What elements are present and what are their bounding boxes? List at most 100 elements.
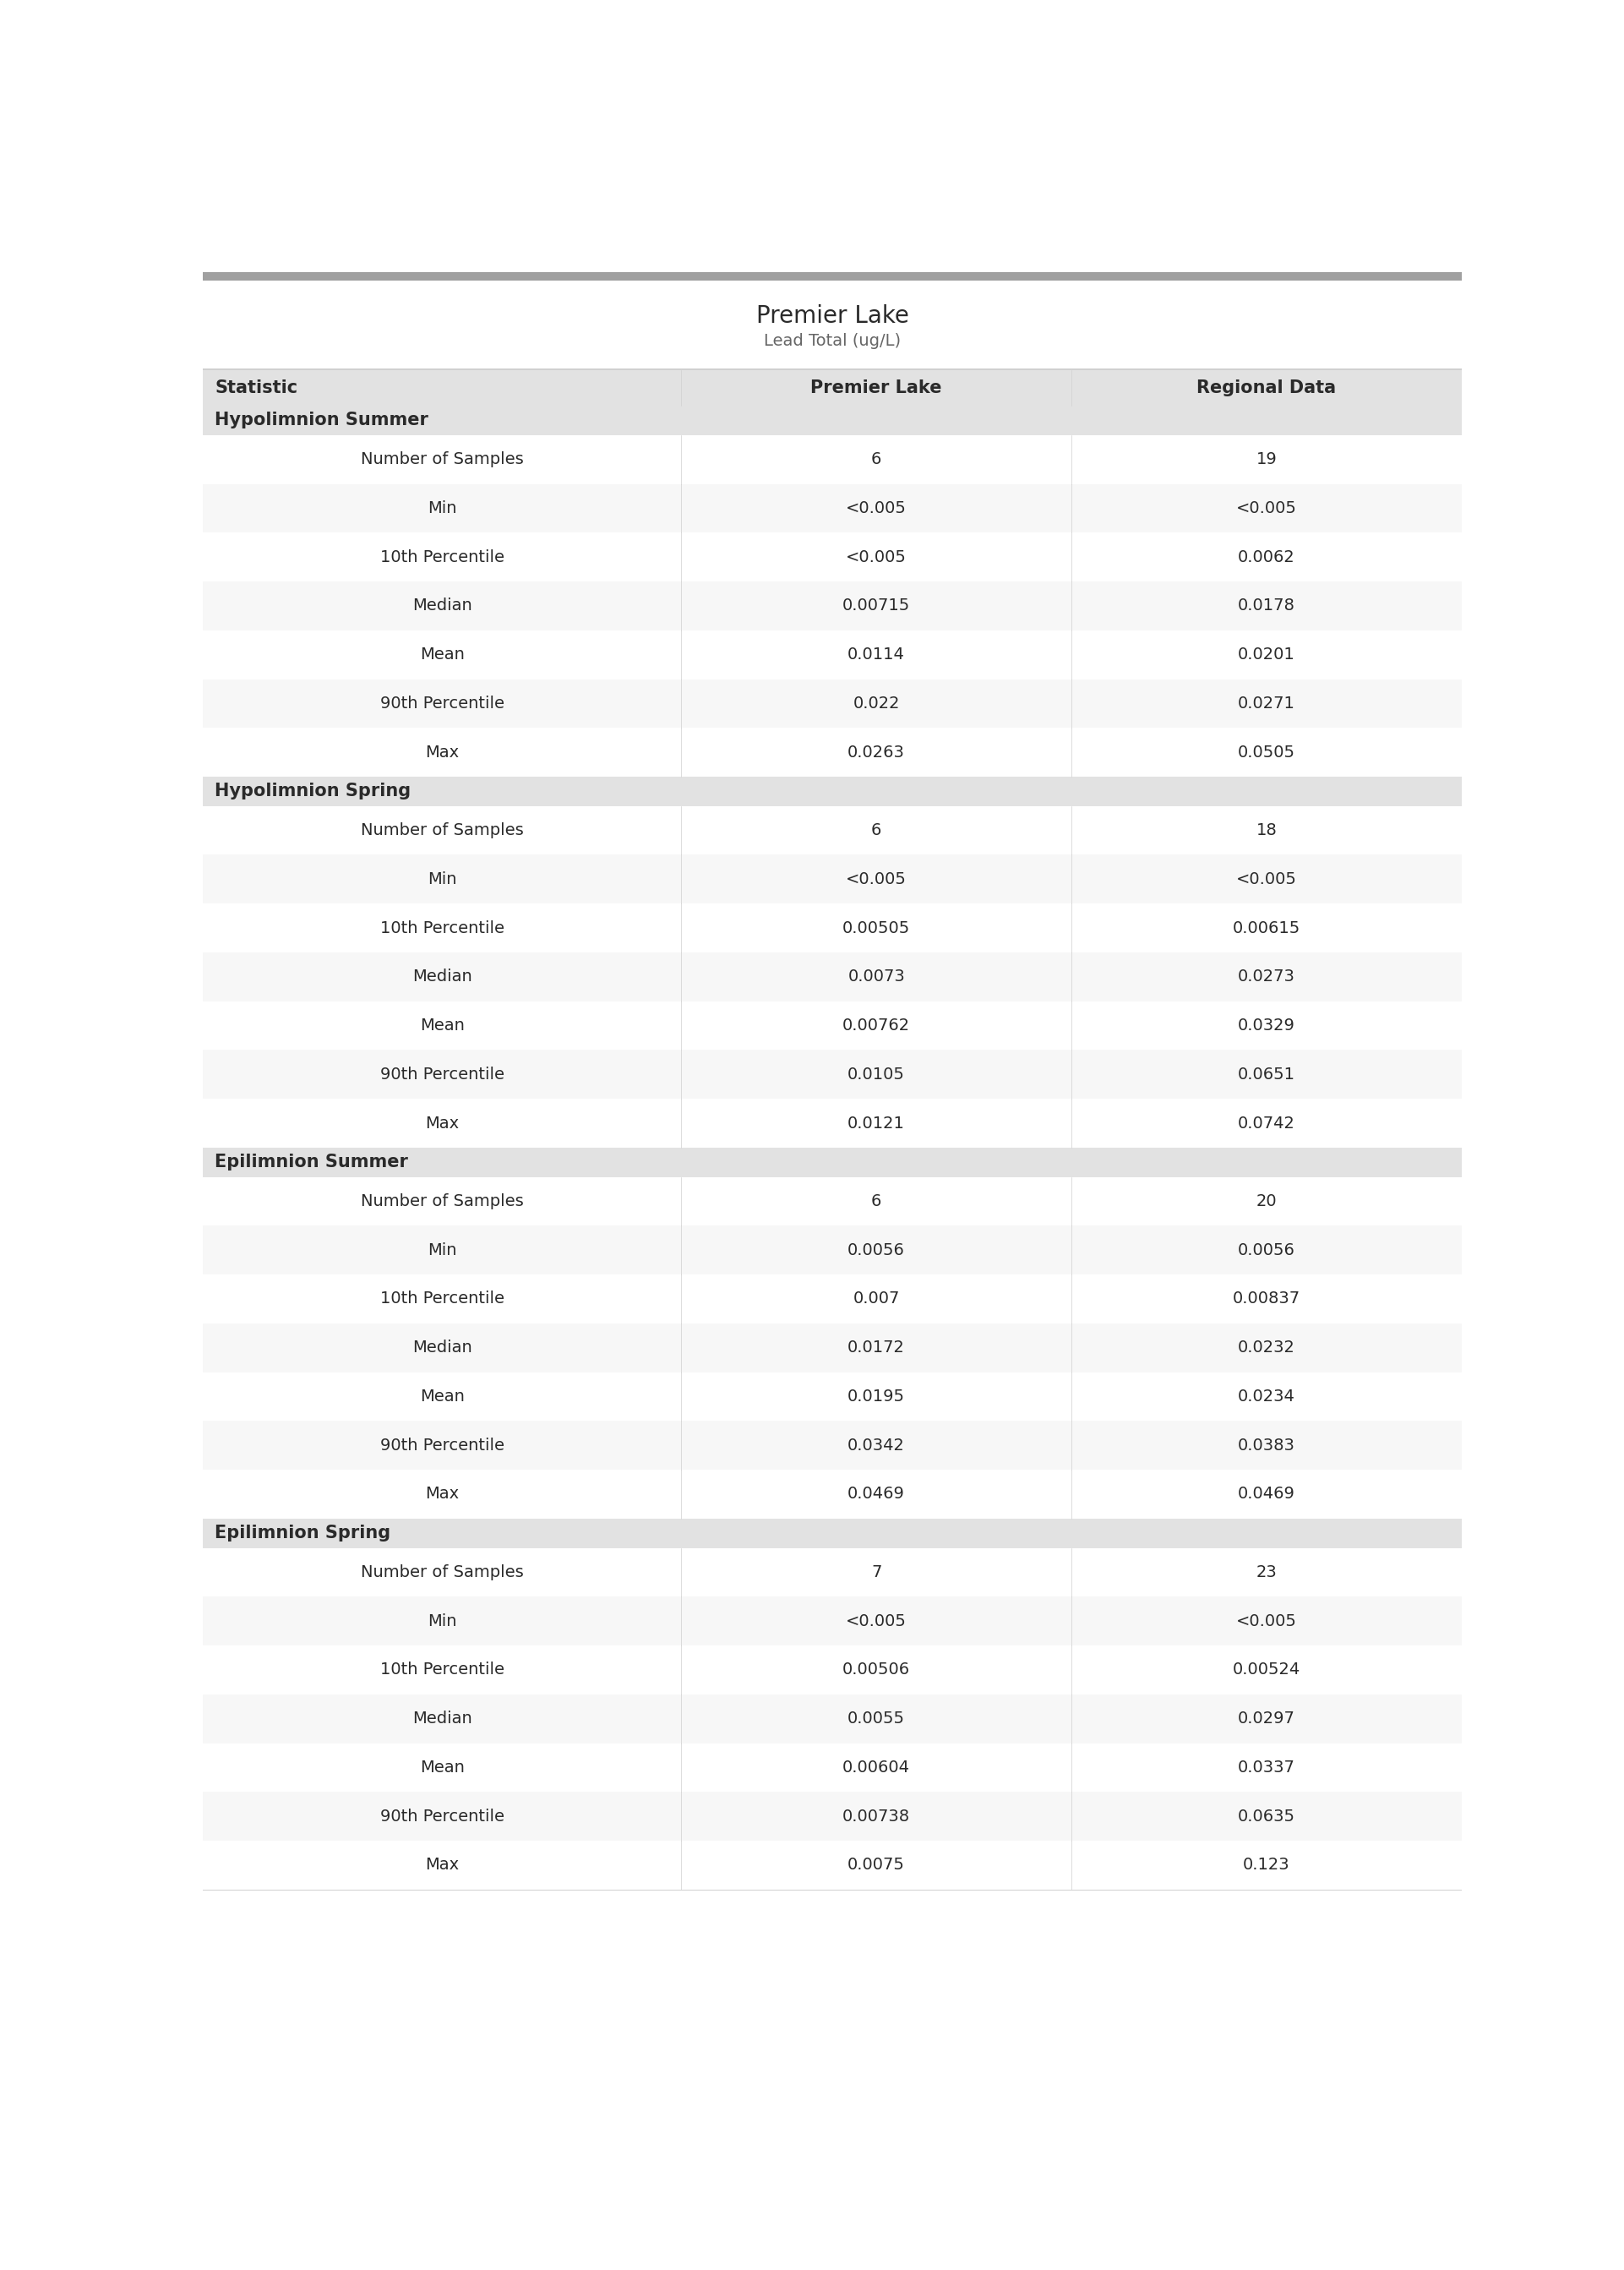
Bar <box>203 1743 1462 1791</box>
Bar <box>203 581 1462 631</box>
Text: 0.0232: 0.0232 <box>1237 1339 1296 1355</box>
Text: 0.0201: 0.0201 <box>1237 647 1294 663</box>
Text: 0.0469: 0.0469 <box>848 1487 905 1503</box>
Text: 6: 6 <box>870 1194 882 1210</box>
Text: 0.00715: 0.00715 <box>843 597 911 613</box>
Text: 0.123: 0.123 <box>1242 1857 1289 1873</box>
Bar <box>203 1519 1462 1548</box>
Text: 0.0075: 0.0075 <box>848 1857 905 1873</box>
Text: Number of Samples: Number of Samples <box>361 452 523 468</box>
Text: 0.0195: 0.0195 <box>848 1389 905 1405</box>
Text: 0.0337: 0.0337 <box>1237 1759 1296 1775</box>
Bar <box>203 1646 1462 1693</box>
Text: 0.0056: 0.0056 <box>848 1242 905 1258</box>
Bar <box>203 436 1462 484</box>
Text: <0.005: <0.005 <box>1236 499 1298 515</box>
Text: 0.0469: 0.0469 <box>1237 1487 1296 1503</box>
Text: Number of Samples: Number of Samples <box>361 1564 523 1580</box>
Bar <box>203 729 1462 776</box>
Text: Mean: Mean <box>419 647 464 663</box>
Text: Hypolimnion Summer: Hypolimnion Summer <box>214 411 429 429</box>
Bar <box>203 1001 1462 1051</box>
Text: <0.005: <0.005 <box>1236 1614 1298 1630</box>
Bar <box>203 484 1462 533</box>
Bar <box>203 856 1462 903</box>
Text: 0.00524: 0.00524 <box>1233 1662 1301 1678</box>
Text: Mean: Mean <box>419 1759 464 1775</box>
Text: <0.005: <0.005 <box>846 499 906 515</box>
Bar <box>203 1596 1462 1646</box>
Bar <box>203 1149 1462 1176</box>
Text: 0.0505: 0.0505 <box>1237 745 1296 760</box>
Text: 0.00837: 0.00837 <box>1233 1292 1301 1308</box>
Text: 10th Percentile: 10th Percentile <box>380 549 503 565</box>
Text: 0.00615: 0.00615 <box>1233 919 1301 935</box>
Text: 20: 20 <box>1255 1194 1276 1210</box>
Bar <box>203 806 1462 856</box>
Text: 18: 18 <box>1255 822 1276 838</box>
Bar <box>203 1371 1462 1421</box>
Text: <0.005: <0.005 <box>846 1614 906 1630</box>
Text: Epilimnion Spring: Epilimnion Spring <box>214 1525 391 1541</box>
Text: 6: 6 <box>870 822 882 838</box>
Text: <0.005: <0.005 <box>846 872 906 888</box>
Text: 0.0062: 0.0062 <box>1237 549 1294 565</box>
Text: 0.00604: 0.00604 <box>843 1759 909 1775</box>
Text: 6: 6 <box>870 452 882 468</box>
Bar <box>203 1548 1462 1596</box>
Text: Max: Max <box>425 1115 460 1130</box>
Text: 7: 7 <box>870 1564 882 1580</box>
Text: 90th Percentile: 90th Percentile <box>380 695 503 711</box>
Text: 0.0055: 0.0055 <box>848 1712 905 1727</box>
Text: 0.0056: 0.0056 <box>1237 1242 1296 1258</box>
Text: 0.0121: 0.0121 <box>848 1115 905 1130</box>
Text: 0.0105: 0.0105 <box>848 1067 905 1083</box>
Text: 0.0114: 0.0114 <box>848 647 905 663</box>
Text: 0.0073: 0.0073 <box>848 969 905 985</box>
Text: 0.0651: 0.0651 <box>1237 1067 1296 1083</box>
Text: Min: Min <box>427 1242 456 1258</box>
Text: 0.0635: 0.0635 <box>1237 1809 1296 1825</box>
Text: 0.022: 0.022 <box>853 695 900 711</box>
Bar <box>203 953 1462 1001</box>
Bar <box>203 1421 1462 1469</box>
Text: Median: Median <box>412 1339 473 1355</box>
Bar <box>203 370 1462 406</box>
Bar <box>203 1273 1462 1323</box>
Text: 0.0263: 0.0263 <box>848 745 905 760</box>
Text: Lead Total (ug/L): Lead Total (ug/L) <box>763 334 901 350</box>
Text: 0.00762: 0.00762 <box>843 1017 909 1033</box>
Bar <box>203 406 1462 436</box>
Text: 10th Percentile: 10th Percentile <box>380 1662 503 1678</box>
Text: <0.005: <0.005 <box>1236 872 1298 888</box>
Bar <box>203 631 1462 679</box>
Text: 0.00738: 0.00738 <box>843 1809 909 1825</box>
Text: 0.0172: 0.0172 <box>848 1339 905 1355</box>
Bar <box>203 272 1462 279</box>
Text: 0.0742: 0.0742 <box>1237 1115 1296 1130</box>
Text: Epilimnion Summer: Epilimnion Summer <box>214 1153 408 1171</box>
Text: Max: Max <box>425 745 460 760</box>
Text: Median: Median <box>412 597 473 613</box>
Text: 90th Percentile: 90th Percentile <box>380 1437 503 1453</box>
Text: 0.0329: 0.0329 <box>1237 1017 1296 1033</box>
Bar <box>203 1051 1462 1099</box>
Bar <box>203 1323 1462 1371</box>
Text: 90th Percentile: 90th Percentile <box>380 1809 503 1825</box>
Bar <box>203 1469 1462 1519</box>
Text: Premier Lake: Premier Lake <box>755 304 909 327</box>
Text: Min: Min <box>427 872 456 888</box>
Bar <box>203 1099 1462 1149</box>
Text: Max: Max <box>425 1857 460 1873</box>
Text: 0.0271: 0.0271 <box>1237 695 1296 711</box>
Text: Mean: Mean <box>419 1389 464 1405</box>
Text: 90th Percentile: 90th Percentile <box>380 1067 503 1083</box>
Text: Number of Samples: Number of Samples <box>361 1194 523 1210</box>
Text: Number of Samples: Number of Samples <box>361 822 523 838</box>
Bar <box>203 1176 1462 1226</box>
Bar <box>203 903 1462 953</box>
Text: Median: Median <box>412 1712 473 1727</box>
Text: 19: 19 <box>1255 452 1276 468</box>
Text: 10th Percentile: 10th Percentile <box>380 919 503 935</box>
Text: Mean: Mean <box>419 1017 464 1033</box>
